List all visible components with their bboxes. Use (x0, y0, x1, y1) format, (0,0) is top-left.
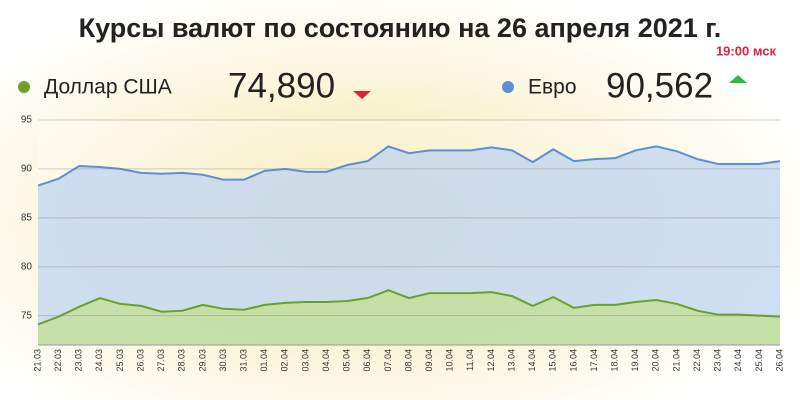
x-tick-label: 22.03 (53, 349, 63, 372)
x-tick-label: 23.04 (713, 349, 723, 372)
x-tick-label: 15.04 (548, 349, 558, 372)
x-tick-label: 04.04 (321, 349, 331, 372)
area (38, 146, 780, 345)
x-tick-label: 01.04 (259, 349, 269, 372)
x-tick-label: 09.04 (424, 349, 434, 372)
y-tick-label: 80 (21, 261, 33, 272)
x-tick-label: 24.04 (733, 349, 743, 372)
x-tick-label: 12.04 (486, 349, 496, 372)
x-tick-label: 18.04 (609, 349, 619, 372)
x-tick-label: 27.03 (156, 349, 166, 372)
x-tick-label: 26.04 (774, 349, 784, 372)
x-tick-label: 03.04 (300, 349, 310, 372)
chart-title: Курсы валют по состоянию на 26 апреля 20… (79, 13, 722, 43)
x-tick-label: 22.04 (692, 349, 702, 372)
x-tick-label: 02.04 (280, 349, 290, 372)
x-tick-label: 30.03 (218, 349, 228, 372)
x-tick-label: 08.04 (403, 349, 413, 372)
x-tick-label: 13.04 (506, 349, 516, 372)
trend-arrow (353, 91, 371, 99)
x-tick-label: 19.04 (630, 349, 640, 372)
x-tick-label: 16.04 (568, 349, 578, 372)
trend-arrow (729, 75, 747, 83)
x-tick-label: 23.03 (74, 349, 84, 372)
legend-label: Евро (528, 76, 577, 99)
x-tick-label: 07.04 (383, 349, 393, 372)
x-tick-label: 31.03 (238, 349, 248, 372)
current-rate: 74,890 (228, 66, 335, 105)
x-tick-label: 20.04 (651, 349, 661, 372)
x-tick-label: 05.04 (342, 349, 352, 372)
x-tick-label: 25.04 (754, 349, 764, 372)
x-tick-label: 26.03 (135, 349, 145, 372)
x-tick-label: 28.03 (177, 349, 187, 372)
x-tick-label: 06.04 (362, 349, 372, 372)
x-tick-label: 21.04 (671, 349, 681, 372)
legend-marker (502, 81, 514, 93)
x-tick-label: 11.04 (465, 349, 475, 371)
current-rate: 90,562 (606, 66, 713, 105)
legend: Евро 90,562 Доллар США 74,890 (18, 66, 747, 105)
line (37, 145, 781, 187)
x-tick-label: 21.03 (32, 349, 42, 372)
x-tick-label: 14.04 (527, 349, 537, 372)
legend-marker (18, 81, 30, 93)
x-tick-label: 29.03 (197, 349, 207, 372)
plot: 75 80 85 90 95 21.03 22.03 23.03 24.03 25.03 26.03… (21, 115, 785, 372)
y-tick-label: 85 (21, 212, 33, 223)
y-tick-label: 75 (21, 310, 33, 321)
legend-label: Доллар США (44, 76, 172, 99)
x-tick-label: 17.04 (589, 349, 599, 372)
area (38, 290, 780, 345)
y-tick-label: 95 (21, 115, 33, 126)
line (37, 289, 781, 326)
x-tick-label: 10.04 (445, 349, 455, 372)
x-tick-label: 24.03 (94, 349, 104, 372)
x-tick-label: 25.03 (115, 349, 125, 372)
chart-subtitle: 19:00 мск (716, 43, 777, 58)
y-tick-label: 90 (21, 164, 33, 175)
